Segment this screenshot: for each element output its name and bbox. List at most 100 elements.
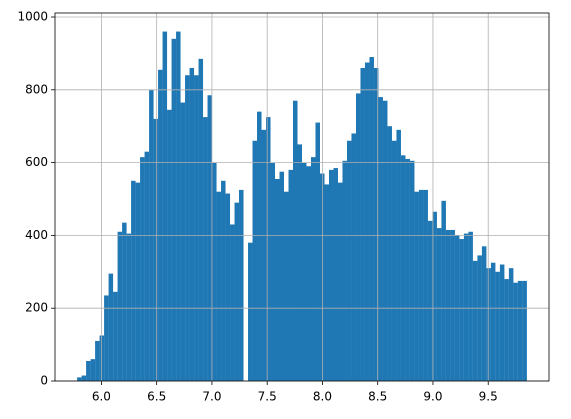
bar — [117, 231, 123, 381]
bar — [378, 97, 383, 382]
bar — [131, 180, 136, 381]
bar — [216, 191, 222, 381]
bar — [409, 160, 415, 381]
bar — [513, 282, 518, 381]
bar — [284, 191, 289, 381]
bar — [342, 160, 347, 381]
bar — [140, 157, 145, 381]
x-tick-label: 6.0 — [92, 390, 111, 404]
bar — [481, 246, 487, 381]
bar — [104, 295, 109, 381]
bar — [81, 375, 87, 381]
bar — [472, 260, 478, 381]
bar — [185, 75, 190, 382]
bar — [400, 155, 406, 381]
bar — [225, 193, 231, 381]
x-tick-label: 9.5 — [479, 390, 498, 404]
bar — [405, 158, 410, 381]
bar — [490, 262, 496, 381]
y-tick-label: 400 — [25, 228, 48, 242]
bar — [198, 58, 204, 382]
bar — [207, 95, 213, 381]
bar — [499, 264, 505, 381]
bar — [306, 166, 311, 381]
bar — [153, 118, 159, 381]
y-tick-label: 600 — [25, 155, 48, 169]
bar — [248, 242, 253, 381]
bar — [351, 133, 356, 381]
bar — [486, 268, 491, 381]
bar — [95, 340, 100, 381]
bar — [158, 69, 163, 381]
bar — [477, 255, 482, 381]
bar — [99, 335, 105, 381]
bar — [261, 129, 267, 381]
x-tick-label: 9.0 — [423, 390, 442, 404]
bar — [270, 162, 276, 381]
bar — [508, 268, 514, 381]
bar — [414, 191, 419, 381]
y-tick-label: 1000 — [17, 10, 48, 24]
bar — [122, 222, 127, 381]
bar — [324, 184, 329, 381]
bar — [382, 100, 388, 381]
bar — [167, 109, 172, 382]
bar — [279, 171, 285, 381]
bar — [468, 231, 473, 381]
bar — [257, 111, 262, 381]
bar — [328, 169, 334, 381]
bar — [423, 189, 428, 381]
y-tick-label: 0 — [40, 374, 48, 388]
bar — [387, 126, 392, 382]
bar — [135, 182, 141, 381]
bar — [459, 239, 464, 381]
bar — [450, 229, 455, 381]
bar — [252, 140, 258, 381]
x-tick-label: 7.5 — [258, 390, 277, 404]
bar — [266, 117, 271, 381]
bar — [391, 140, 397, 381]
bar — [162, 31, 168, 381]
bar — [234, 202, 240, 381]
bar — [441, 200, 446, 381]
bar — [315, 122, 320, 382]
bar — [333, 168, 338, 381]
bar — [369, 57, 374, 382]
bar — [180, 102, 186, 381]
bar — [77, 377, 82, 381]
bar — [221, 180, 226, 381]
bar — [522, 280, 527, 381]
bar — [113, 291, 118, 381]
bar — [373, 67, 379, 381]
bar — [86, 360, 91, 381]
bar — [189, 67, 195, 381]
x-tick-label: 7.0 — [202, 390, 221, 404]
bar — [436, 228, 442, 381]
bar — [360, 67, 365, 381]
bar — [418, 189, 424, 381]
bar — [297, 144, 302, 381]
bar — [239, 189, 244, 381]
bar — [90, 359, 96, 381]
bar — [432, 211, 437, 381]
x-tick-label: 8.0 — [313, 390, 332, 404]
x-tick-label: 8.5 — [368, 390, 387, 404]
bar — [203, 117, 208, 381]
bar — [337, 182, 343, 381]
y-tick-label: 200 — [25, 301, 48, 315]
bar — [126, 233, 132, 381]
bar — [495, 271, 500, 381]
bar — [302, 162, 307, 381]
bar — [364, 62, 370, 381]
bar — [176, 31, 181, 381]
bar — [230, 224, 235, 381]
x-tick-label: 6.5 — [147, 390, 166, 404]
bar — [144, 151, 150, 381]
bar — [171, 38, 177, 381]
bar — [355, 93, 361, 382]
bar — [310, 157, 316, 381]
axes-frame — [54, 12, 550, 382]
bar — [108, 273, 114, 381]
y-tick-label: 800 — [25, 82, 48, 96]
